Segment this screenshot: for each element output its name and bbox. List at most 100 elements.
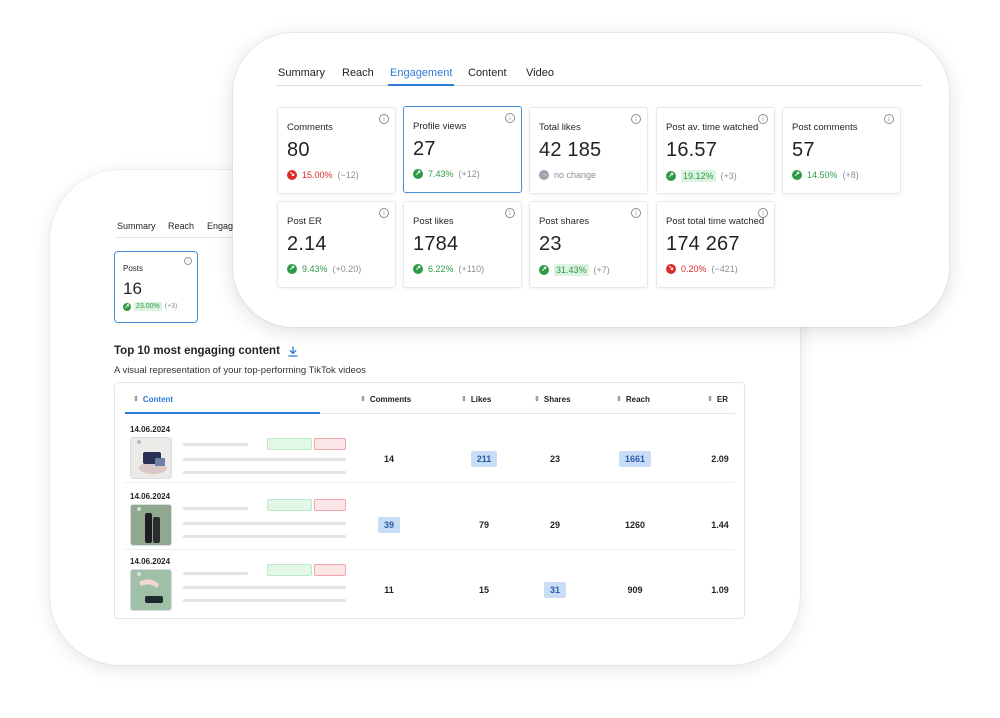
column-header-comments[interactable]: ⇕ Comments xyxy=(360,395,411,404)
negative-tag xyxy=(314,499,346,511)
delta-percent: 19.12% xyxy=(681,170,716,182)
product-image xyxy=(131,570,171,610)
reach-cell: 909 xyxy=(627,585,643,595)
back-tab-reach[interactable]: Reach xyxy=(168,221,195,231)
column-label: ER xyxy=(716,395,728,404)
er-cell: 1.44 xyxy=(711,520,729,530)
section-title: Top 10 most engaging content xyxy=(114,345,298,357)
comments-cell: 39 xyxy=(364,517,414,533)
negative-tag xyxy=(314,438,346,450)
column-header-er[interactable]: ⇕ ER xyxy=(707,395,728,404)
info-icon[interactable]: i xyxy=(379,114,389,124)
metric-value: 2.14 xyxy=(287,233,327,255)
shares-cell: 23 xyxy=(549,454,560,464)
metric-card-total-likes[interactable]: i Total likes 42 185 → no change xyxy=(529,107,648,194)
title-placeholder xyxy=(183,507,248,510)
video-thumbnail[interactable] xyxy=(130,504,172,546)
positive-tag xyxy=(267,564,312,576)
video-thumbnail[interactable] xyxy=(130,569,172,611)
info-icon[interactable]: i xyxy=(758,208,768,218)
column-header-shares[interactable]: ⇕ Shares xyxy=(534,395,571,404)
section-title-text: Top 10 most engaging content xyxy=(114,345,280,357)
metric-label: Post ER xyxy=(287,216,322,227)
video-thumbnail[interactable] xyxy=(130,437,172,479)
metric-card-post-er[interactable]: i Post ER 2.14 ↗ 9.43% (+0.20) xyxy=(277,201,396,288)
info-icon[interactable]: i xyxy=(505,208,515,218)
no-change-icon: → xyxy=(539,170,549,180)
info-icon[interactable]: i xyxy=(758,114,768,124)
likes-cell: 79 xyxy=(478,520,489,530)
info-icon[interactable]: i xyxy=(884,114,894,124)
tab-content[interactable]: Content xyxy=(468,67,507,79)
info-icon[interactable]: i xyxy=(184,257,192,265)
sort-icon: ⇕ xyxy=(461,396,467,403)
metric-card-post-shares[interactable]: i Post shares 23 ↗ 31.43% (+7) xyxy=(529,201,648,288)
text-placeholder xyxy=(183,458,346,461)
trend-up-icon: ↗ xyxy=(123,302,131,311)
metric-card-post-likes[interactable]: i Post likes 1784 ↗ 6.22% (+110) xyxy=(403,201,522,288)
trend-up-icon: ↗ xyxy=(539,265,549,275)
metric-delta: ↘ 15.00% (−12) xyxy=(287,170,359,180)
likes-cell: 15 xyxy=(478,585,489,595)
tab-engagement[interactable]: Engagement xyxy=(390,67,453,79)
negative-tag xyxy=(314,564,346,576)
metric-delta: ↗ 19.12% (+3) xyxy=(666,170,737,182)
metric-delta: ↗ 31.43% (+7) xyxy=(539,264,610,276)
delta-percent: 9.43% xyxy=(302,264,328,274)
metric-label: Post comments xyxy=(792,122,858,133)
column-label: Comments xyxy=(369,395,412,404)
metric-card-post-total-time-watched[interactable]: i Post total time watched 174 267 ↘ 0.20… xyxy=(656,201,775,288)
likes-cell: 211 xyxy=(459,451,509,467)
back-tab-summary[interactable]: Summary xyxy=(117,221,156,231)
download-icon[interactable] xyxy=(288,345,298,357)
delta-absolute: (+3) xyxy=(164,303,178,310)
metric-card-comments[interactable]: i Comments 80 ↘ 15.00% (−12) xyxy=(277,107,396,194)
metric-delta: ↗ 23.00% (+3) xyxy=(123,302,177,311)
info-icon[interactable]: i xyxy=(505,113,515,123)
delta-absolute: (+0.20) xyxy=(332,264,362,274)
er-cell: 2.09 xyxy=(711,454,729,464)
column-header-content[interactable]: ⇕ Content xyxy=(133,395,173,404)
product-image xyxy=(131,505,171,545)
front-tab-bar: Summary Reach Engagement Content Video xyxy=(276,65,922,86)
back-tab-engagement[interactable]: Engage xyxy=(207,221,239,231)
delta-absolute: (+8) xyxy=(842,170,859,180)
table-row[interactable]: 14.06.2024 14 211 23 1661 2.09 xyxy=(125,417,735,483)
table-row[interactable]: 14.06.2024 39 79 29 1260 1.44 xyxy=(125,484,735,550)
metric-value: 1784 xyxy=(413,233,459,255)
table-row[interactable]: 14.06.2024 11 15 31 909 1.09 xyxy=(125,549,735,615)
metric-delta: → no change xyxy=(539,170,596,180)
info-icon[interactable]: i xyxy=(379,208,389,218)
text-placeholder xyxy=(183,586,346,589)
title-placeholder xyxy=(183,443,248,446)
metric-label: Post total time watched xyxy=(666,216,765,227)
delta-percent: no change xyxy=(554,170,597,180)
column-header-likes[interactable]: ⇕ Likes xyxy=(461,395,491,404)
shares-cell: 31 xyxy=(530,582,580,598)
sort-icon: ⇕ xyxy=(534,396,540,403)
text-placeholder xyxy=(183,471,346,474)
delta-absolute: (+12) xyxy=(458,169,480,179)
metric-value: 80 xyxy=(287,139,310,161)
metric-value: 27 xyxy=(413,138,436,160)
table-header: ⇕ Content ⇕ Comments ⇕ Likes ⇕ Shares ⇕ … xyxy=(115,383,744,414)
er-cell: 1.09 xyxy=(711,585,729,595)
column-label: Likes xyxy=(470,395,492,404)
metric-label: Posts xyxy=(123,264,144,273)
tab-summary[interactable]: Summary xyxy=(278,67,326,79)
tab-video[interactable]: Video xyxy=(526,67,554,79)
metric-value: 16.57 xyxy=(666,139,718,161)
metric-card-post-av-time-watched[interactable]: i Post av. time watched 16.57 ↗ 19.12% (… xyxy=(656,107,775,194)
trend-up-icon: ↗ xyxy=(287,264,297,274)
info-icon[interactable]: i xyxy=(631,208,641,218)
metric-value: 57 xyxy=(792,139,815,161)
metric-delta: ↘ 0.20% (−421) xyxy=(666,264,738,274)
metric-card-profile-views[interactable]: i Profile views 27 ↗ 7.43% (+12) xyxy=(403,106,522,193)
metric-card-post-comments[interactable]: i Post comments 57 ↗ 14.50% (+8) xyxy=(782,107,901,194)
tab-reach[interactable]: Reach xyxy=(342,67,374,79)
delta-percent: 7.43% xyxy=(428,169,454,179)
posts-metric-card[interactable]: i Posts 16 ↗ 23.00% (+3) xyxy=(114,251,198,323)
trend-up-icon: ↗ xyxy=(413,169,423,179)
info-icon[interactable]: i xyxy=(631,114,641,124)
column-header-reach[interactable]: ⇕ Reach xyxy=(616,395,650,404)
